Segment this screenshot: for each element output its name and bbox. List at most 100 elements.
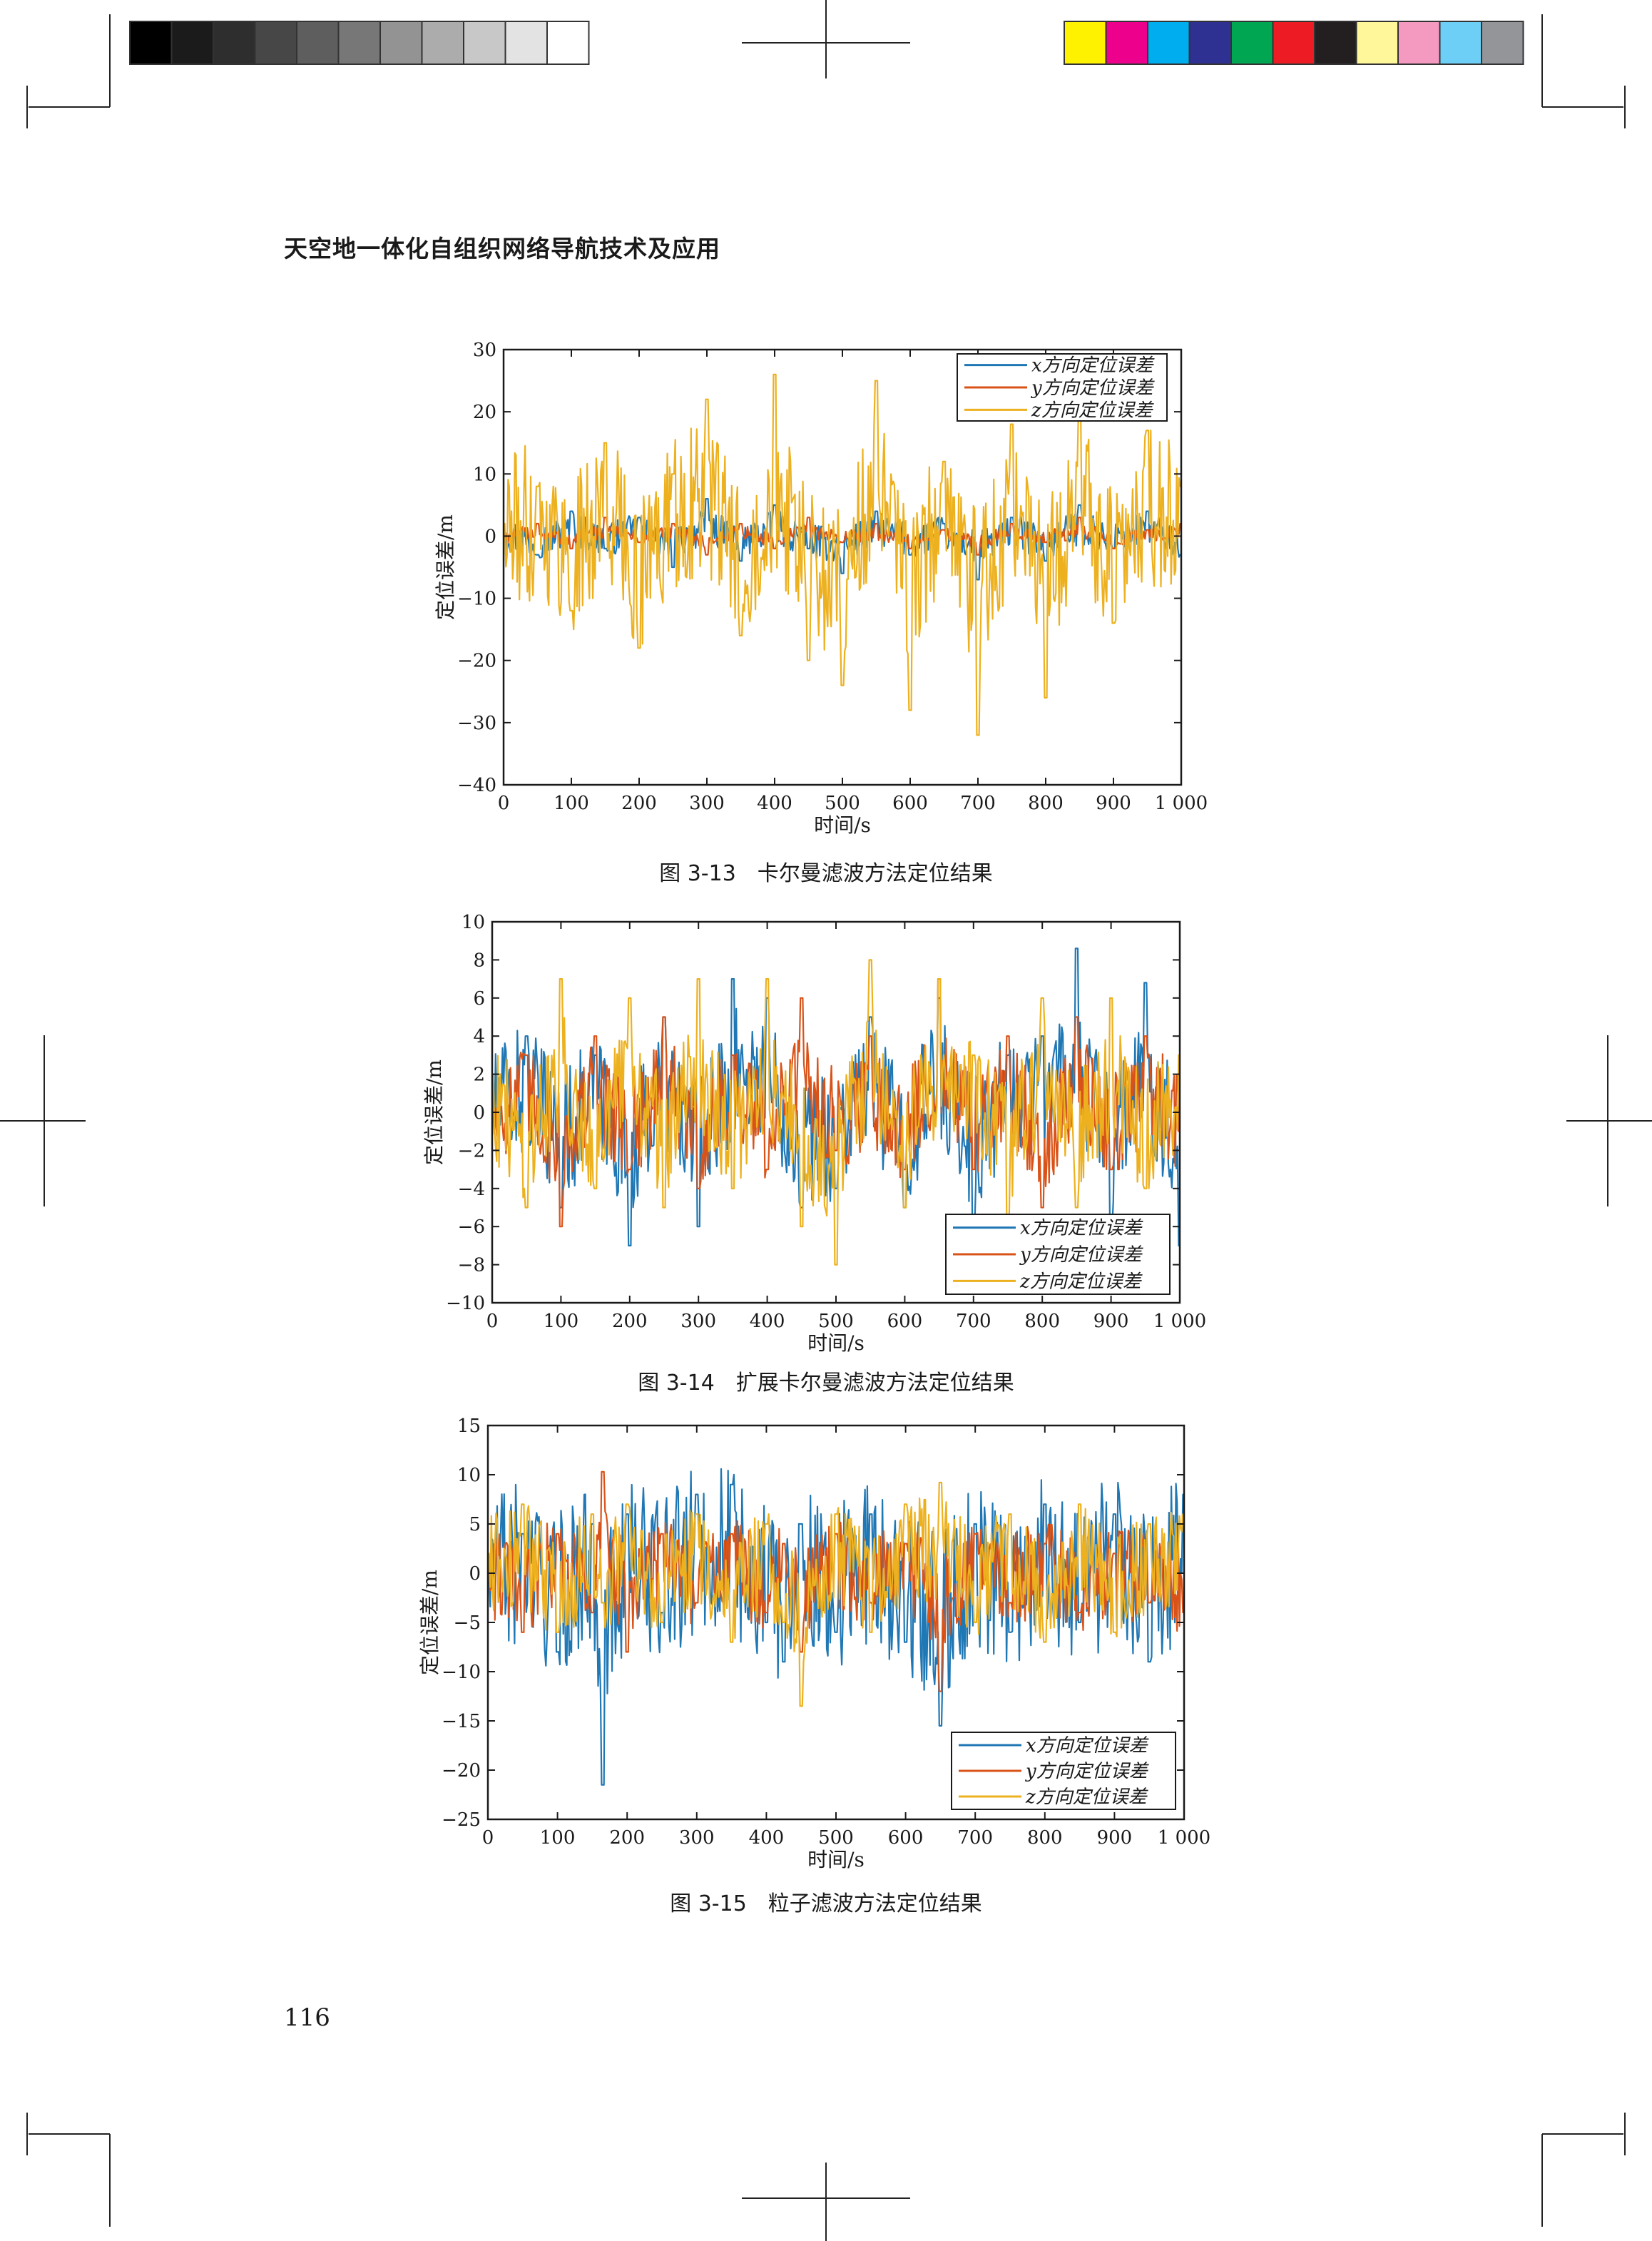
series-line-y [488,1470,1184,1692]
gray-swatch [296,21,340,65]
x-axis-label: 时间/s [807,1331,865,1355]
y-tick-label: −15 [442,1711,481,1732]
color-swatch [1272,21,1315,65]
y-tick-label: −10 [446,1293,485,1314]
running-head: 天空地一体化自组织网络导航技术及应用 [284,235,720,263]
x-tick-label: 900 [1093,1311,1129,1332]
x-tick-label: 700 [960,793,996,814]
series-line-x [504,498,1181,581]
y-tick-label: 2 [473,1064,485,1086]
series-line-z [492,959,1180,1266]
color-swatch [1230,21,1274,65]
x-tick-label: 100 [540,1827,576,1849]
x-tick-label: 600 [888,1827,924,1849]
y-tick-label: −25 [442,1809,481,1831]
x-tick-label: 900 [1096,793,1131,814]
gray-swatch [463,21,506,65]
x-tick-label: 0 [482,1827,494,1849]
y-tick-label: −30 [457,713,496,734]
y-tick-label: 0 [469,1563,481,1585]
y-tick-label: −2 [458,1140,485,1162]
y-tick-label: 10 [462,912,485,933]
x-tick-label: 1 000 [1153,1311,1206,1332]
grayscale-calibration-bar [129,21,590,65]
x-tick-label: 300 [680,1311,716,1332]
x-tick-label: 600 [892,793,928,814]
y-tick-label: −6 [458,1216,485,1238]
y-tick-label: −20 [442,1760,481,1782]
legend-label: x方向定位误差 [1026,1735,1150,1757]
legend-label: z方向定位误差 [1031,400,1155,421]
x-tick-label: 500 [818,1827,854,1849]
x-tick-label: 800 [1024,1311,1060,1332]
legend-label: y方向定位误差 [1019,1244,1144,1266]
color-swatch [1105,21,1148,65]
y-tick-label: −40 [457,775,496,796]
series-line-y [492,978,1180,1228]
gray-swatch [421,21,464,65]
color-calibration-bar [1064,21,1524,65]
series-line-x [488,1468,1184,1786]
legend-label: x方向定位误差 [1020,1218,1144,1239]
series-line-x [492,947,1180,1246]
legend-label: z方向定位误差 [1019,1271,1143,1292]
x-tick-label: 900 [1097,1827,1133,1849]
x-tick-label: 200 [609,1827,645,1849]
x-axis-label: 时间/s [807,1848,865,1871]
x-tick-label: 1 000 [1158,1827,1210,1849]
x-tick-label: 100 [554,793,589,814]
y-tick-label: −20 [457,651,496,672]
gray-swatch [337,21,381,65]
legend-label: y方向定位误差 [1031,377,1156,399]
x-tick-label: 800 [1028,793,1064,814]
y-tick-label: 10 [457,1465,481,1486]
x-tick-label: 500 [818,1311,854,1332]
series-line-z [504,373,1181,736]
x-tick-label: 400 [757,793,792,814]
figure-caption-3-13: 图 3-13 卡尔曼滤波方法定位结果 [659,861,993,886]
y-axis-label: 定位误差/m [418,1570,442,1675]
y-tick-label: 15 [457,1416,481,1437]
x-tick-label: 300 [689,793,725,814]
color-swatch [1064,21,1107,65]
x-tick-label: 500 [825,793,860,814]
y-axis-label: 定位误差/m [422,1059,446,1165]
color-swatch [1439,21,1482,65]
series-line-y [504,517,1181,556]
y-tick-label: −10 [457,589,496,610]
gray-swatch [504,21,548,65]
x-tick-label: 400 [749,1827,785,1849]
y-tick-label: −4 [458,1179,485,1200]
x-tick-label: 100 [544,1311,579,1332]
x-tick-label: 700 [957,1827,993,1849]
y-tick-label: 10 [473,464,496,485]
x-tick-label: 200 [621,793,657,814]
figure-caption-3-14: 图 3-14 扩展卡尔曼滤波方法定位结果 [638,1371,1014,1396]
color-swatch [1355,21,1399,65]
y-tick-label: 0 [473,1102,485,1124]
legend-label: x方向定位误差 [1031,355,1156,377]
color-swatch [1481,21,1524,65]
y-tick-label: 5 [469,1514,481,1535]
y-tick-label: 8 [473,950,485,971]
y-axis-label: 定位误差/m [434,514,457,620]
y-tick-label: 0 [484,526,496,547]
y-tick-label: −5 [454,1612,481,1634]
figure-caption-3-15: 图 3-15 粒子滤波方法定位结果 [670,1891,982,1916]
y-tick-label: 4 [473,1026,485,1047]
x-tick-label: 200 [612,1311,648,1332]
color-swatch [1147,21,1190,65]
x-tick-label: 700 [956,1311,991,1332]
gray-swatch [546,21,590,65]
legend-label: y方向定位误差 [1025,1761,1150,1782]
x-axis-label: 时间/s [814,813,871,837]
color-swatch [1397,21,1441,65]
x-tick-label: 0 [498,793,510,814]
series-line-z [488,1481,1184,1707]
gray-swatch [129,21,173,65]
